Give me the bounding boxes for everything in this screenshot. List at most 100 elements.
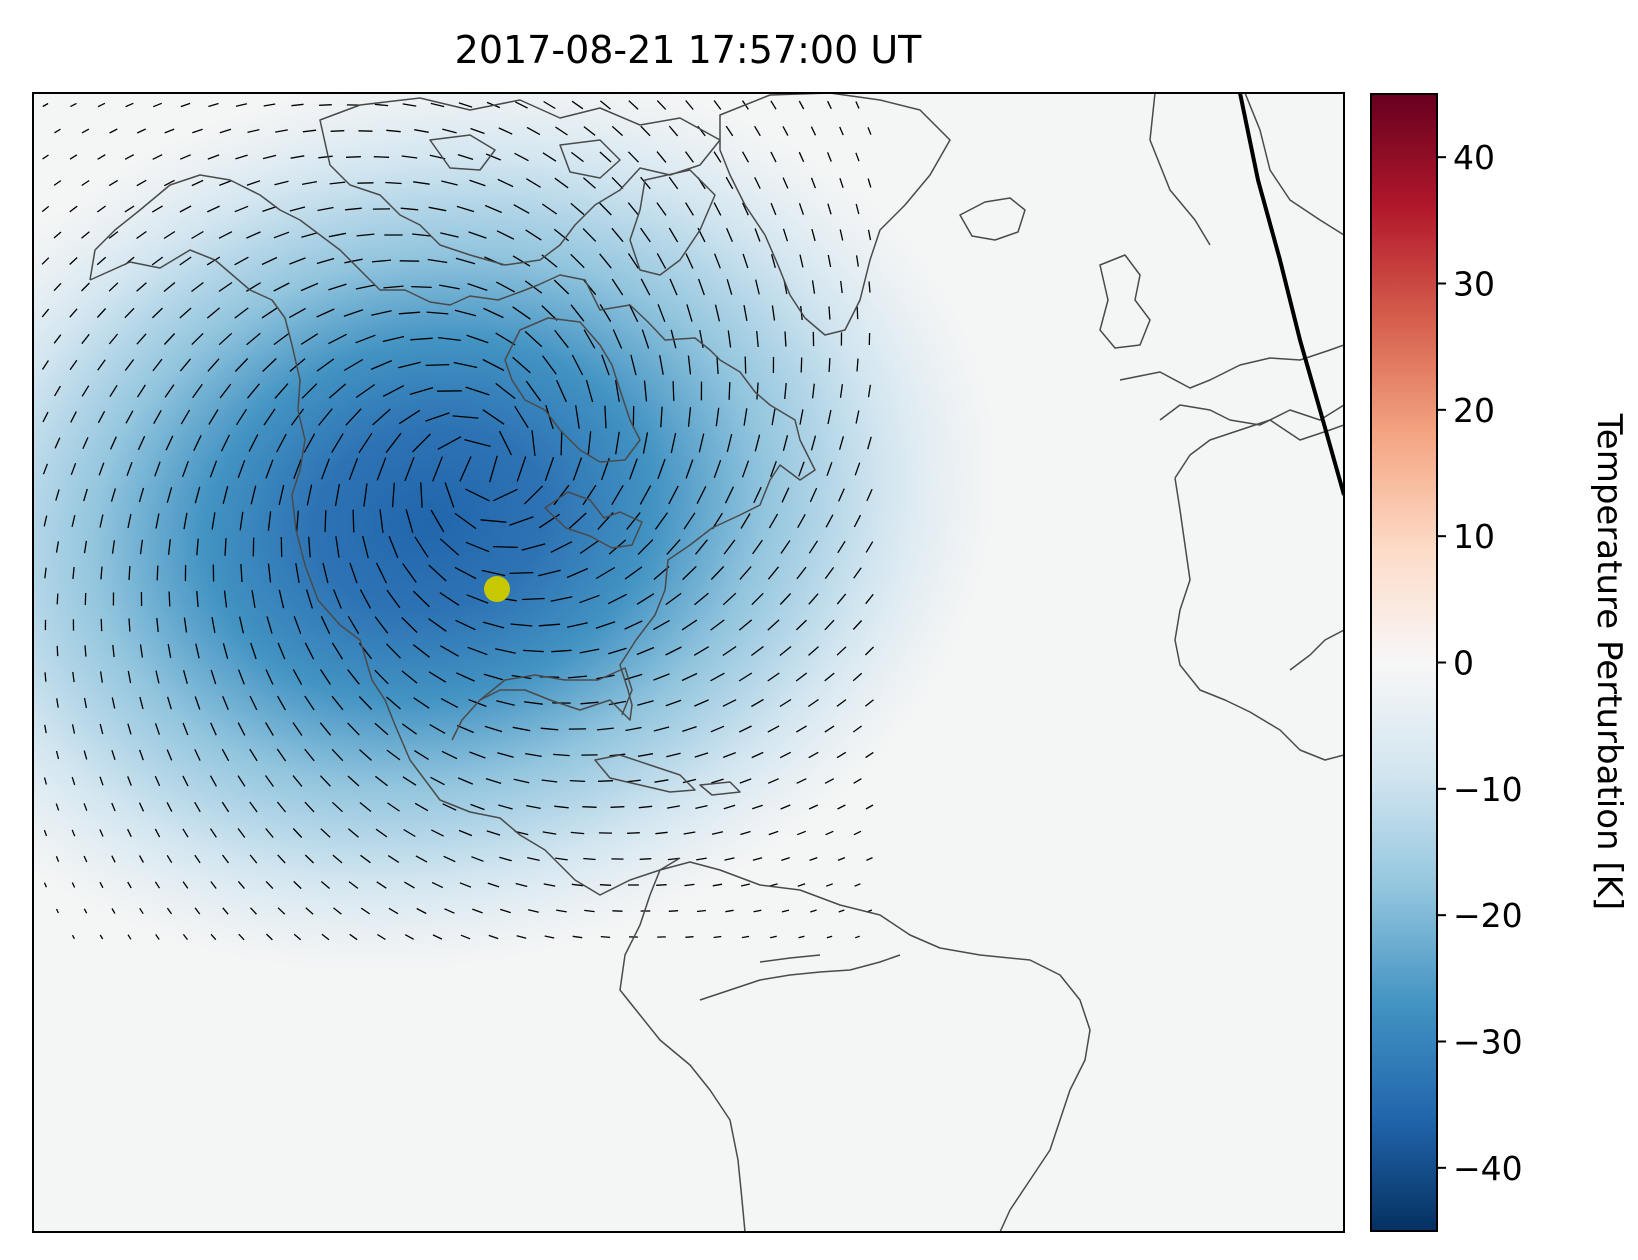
wind-vector xyxy=(599,884,612,886)
wind-vector xyxy=(425,363,450,367)
wind-vector xyxy=(302,129,317,133)
wind-vector xyxy=(246,383,260,399)
wind-vector xyxy=(331,433,344,453)
wind-vector xyxy=(740,830,751,836)
wind-vector xyxy=(427,258,448,264)
wind-vector xyxy=(684,883,695,887)
wind-vector xyxy=(41,205,50,213)
wind-vector xyxy=(440,645,459,657)
wind-vector xyxy=(741,935,750,939)
wind-vector xyxy=(265,880,274,890)
wind-vector xyxy=(540,727,559,731)
wind-vector xyxy=(428,564,447,582)
coastlines xyxy=(89,93,1344,1232)
wind-vector xyxy=(509,516,534,526)
wind-vector xyxy=(615,431,620,455)
wind-vector xyxy=(754,434,761,452)
wind-vector xyxy=(779,698,792,708)
wind-vector xyxy=(781,909,790,913)
wind-vector xyxy=(571,100,584,110)
wind-vector xyxy=(56,645,59,657)
wind-vector xyxy=(163,230,176,240)
wind-vector xyxy=(182,775,189,787)
wind-vector xyxy=(191,230,204,240)
colorbar-tick-label: −20 xyxy=(1453,896,1523,935)
wind-vector xyxy=(693,646,710,656)
wind-vector xyxy=(469,751,486,759)
wind-vector xyxy=(769,460,777,478)
wind-vector xyxy=(385,181,402,185)
wind-vector xyxy=(855,203,860,215)
wind-vector xyxy=(81,128,90,134)
wind-vector xyxy=(156,565,159,581)
wind-vector xyxy=(824,619,835,631)
wind-vector xyxy=(194,486,201,504)
wind-vector xyxy=(110,488,117,502)
wind-vector xyxy=(379,509,384,533)
wind-vector xyxy=(797,513,806,529)
wind-vector xyxy=(698,433,705,453)
wind-vector xyxy=(54,128,61,134)
wind-vector xyxy=(296,510,299,532)
wind-vector xyxy=(138,749,144,761)
wind-vector xyxy=(583,329,596,349)
wind-vector xyxy=(724,857,735,861)
wind-vector xyxy=(382,385,405,397)
wind-vector xyxy=(321,933,330,941)
wind-vector xyxy=(137,435,146,451)
wind-vector xyxy=(136,333,147,345)
wind-vector xyxy=(53,282,62,292)
terminator-line xyxy=(1238,93,1344,496)
wind-vector xyxy=(195,643,200,659)
wind-vector xyxy=(154,461,161,477)
wind-vector xyxy=(498,804,513,810)
wind-vector xyxy=(685,459,694,479)
wind-vector xyxy=(273,282,290,292)
wind-vector xyxy=(509,571,534,575)
wind-vector xyxy=(836,593,847,605)
wind-vector xyxy=(349,933,358,941)
colorbar-tick-label: 10 xyxy=(1453,517,1495,556)
wind-vector xyxy=(611,227,624,243)
wind-vector xyxy=(83,908,88,914)
wind-vector xyxy=(69,308,78,318)
wind-vector xyxy=(810,126,817,136)
wind-vector xyxy=(512,255,531,267)
wind-vector xyxy=(191,281,204,293)
wind-vector xyxy=(210,722,217,736)
wind-vector xyxy=(668,227,679,243)
wind-vector xyxy=(471,856,484,862)
wind-vector xyxy=(681,619,698,631)
wind-vector xyxy=(459,882,472,888)
wind-vector xyxy=(753,486,762,504)
wind-vector xyxy=(431,881,444,889)
wind-vector xyxy=(754,228,761,242)
wind-vector xyxy=(853,830,862,836)
wind-vector xyxy=(630,354,637,376)
colorbar-tick-label: 0 xyxy=(1453,644,1474,683)
wind-vector xyxy=(751,698,764,708)
wind-vector xyxy=(401,670,418,684)
wind-vector xyxy=(740,513,751,529)
wind-vector xyxy=(685,936,694,938)
wind-vector xyxy=(856,306,859,320)
wind-vector xyxy=(138,855,144,863)
wind-vector xyxy=(487,882,500,888)
wind-vector xyxy=(428,618,447,632)
wind-vector xyxy=(599,304,612,322)
wind-vector xyxy=(355,284,376,290)
wind-vector xyxy=(626,779,641,783)
wind-vector xyxy=(111,540,116,554)
colorbar-tick-label: 20 xyxy=(1453,391,1495,430)
wind-vector xyxy=(318,408,333,426)
wind-vector xyxy=(585,379,594,403)
wind-vector xyxy=(99,934,104,940)
wind-vector xyxy=(208,409,219,425)
wind-vector xyxy=(724,486,734,504)
wind-vector xyxy=(43,882,47,888)
wind-vector xyxy=(235,408,248,426)
wind-vector xyxy=(751,804,763,810)
wind-vector xyxy=(637,700,654,706)
wind-vector xyxy=(224,538,227,556)
wind-vector xyxy=(867,384,872,398)
